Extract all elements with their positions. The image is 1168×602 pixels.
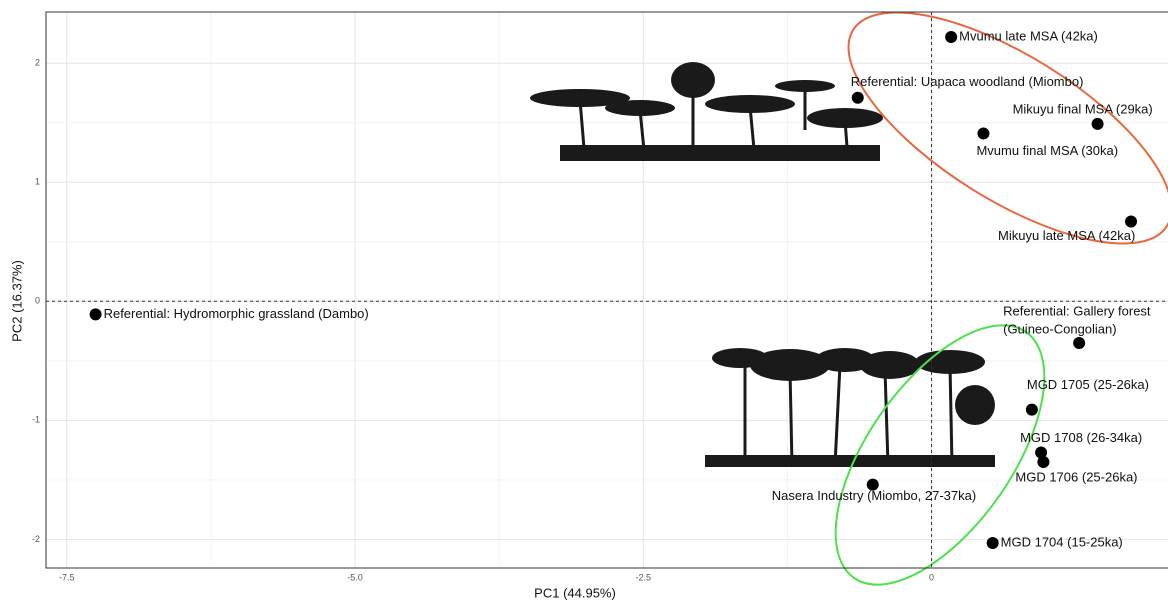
- group-ellipse: [795, 291, 1085, 602]
- data-point: [1037, 456, 1049, 468]
- y-tick-label: 1: [35, 177, 40, 187]
- x-tick-label: -5.0: [347, 572, 363, 582]
- y-tick-label: -2: [32, 534, 40, 544]
- y-tick-label: -1: [32, 415, 40, 425]
- data-point: [1125, 216, 1137, 228]
- point-label: MGD 1706 (25-26ka): [1015, 469, 1137, 484]
- point-label: Mvumu late MSA (42ka): [959, 28, 1098, 43]
- point-label: Mikuyu late MSA (42ka): [998, 228, 1135, 243]
- data-point: [987, 537, 999, 549]
- y-tick-label: 0: [35, 296, 40, 306]
- x-tick-label: -2.5: [636, 572, 652, 582]
- data-point: [90, 308, 102, 320]
- point-label: MGD 1705 (25-26ka): [1027, 377, 1149, 392]
- point-label: Referential: Gallery forest: [1003, 303, 1151, 318]
- y-tick-label: 2: [35, 58, 40, 68]
- x-tick-label: 0: [929, 572, 934, 582]
- point-label: Referential: Hydromorphic grassland (Dam…: [104, 306, 369, 321]
- data-point: [945, 31, 957, 43]
- point-label: Mikuyu final MSA (29ka): [1013, 101, 1153, 116]
- y-axis-title: PC2 (16.37%): [9, 260, 24, 342]
- x-tick-label: -7.5: [59, 572, 75, 582]
- woodland-silhouette: [530, 62, 883, 161]
- x-axis-title: PC1 (44.95%): [534, 585, 616, 600]
- data-point: [1026, 404, 1038, 416]
- data-point: [1073, 337, 1085, 349]
- point-label: Nasera Industry (Miombo, 27-37ka): [772, 488, 976, 503]
- data-point: [977, 127, 989, 139]
- point-label: (Guineo-Congolian): [1003, 321, 1116, 336]
- data-point: [852, 92, 864, 104]
- point-label: MGD 1704 (15-25ka): [1001, 534, 1123, 549]
- data-point: [1092, 118, 1104, 130]
- chart: PC1 (44.95%) PC2 (16.37%) -7.5 -5.0 -2.5 0 -…: [0, 0, 1168, 602]
- point-label: MGD 1708 (26-34ka): [1020, 430, 1142, 445]
- forest-silhouette: [705, 348, 995, 467]
- point-label: Mvumu final MSA (30ka): [976, 143, 1118, 158]
- point-label: Referential: Uapaca woodland (Miombo): [851, 74, 1084, 89]
